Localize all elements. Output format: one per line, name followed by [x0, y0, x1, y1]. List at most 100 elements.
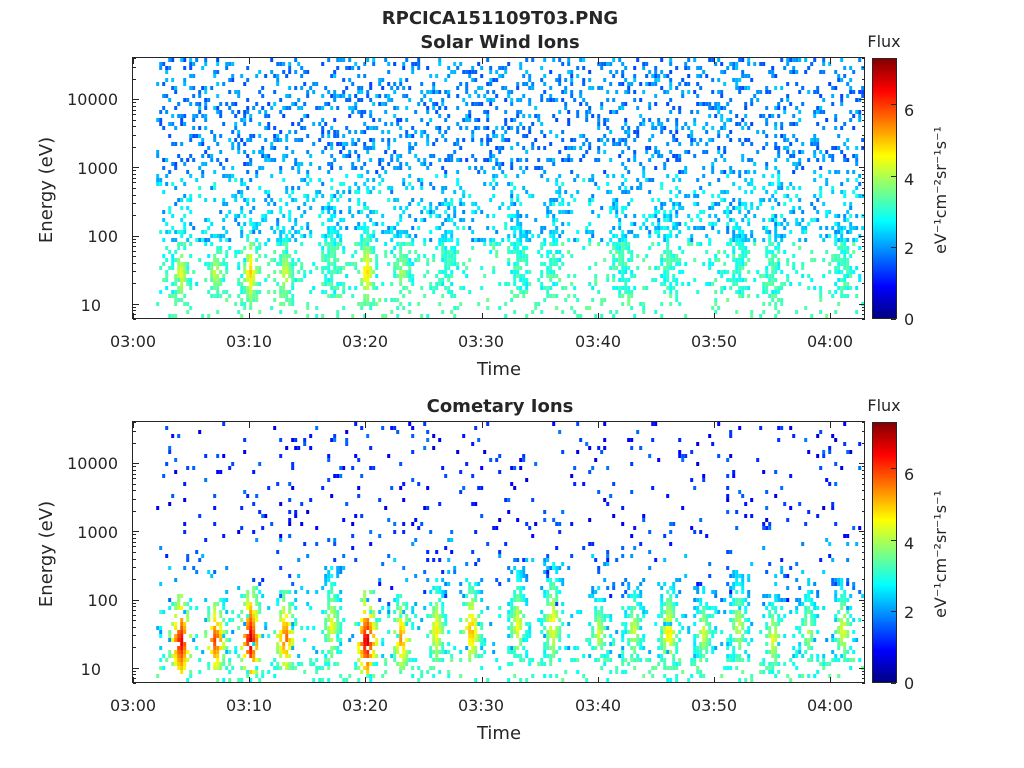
heatmap-cell [279, 206, 283, 210]
heatmap-cell [240, 230, 244, 234]
heatmap-cell [285, 238, 289, 242]
heatmap-cell [768, 294, 772, 298]
heatmap-cell [378, 118, 382, 122]
heatmap-cell [435, 274, 439, 278]
heatmap-cell [669, 258, 673, 262]
heatmap-cell [522, 258, 526, 262]
heatmap-cell [651, 134, 655, 138]
heatmap-cell [528, 102, 532, 106]
heatmap-cell [726, 278, 730, 282]
heatmap-cell [489, 154, 493, 158]
heatmap-cell [288, 266, 292, 270]
heatmap-cell [708, 182, 712, 186]
heatmap-cell [828, 262, 832, 266]
heatmap-cell [675, 126, 679, 130]
heatmap-cell [342, 90, 346, 94]
heatmap-cell [651, 126, 655, 130]
heatmap-cell [657, 230, 661, 234]
heatmap-cell [219, 614, 223, 618]
heatmap-cell [363, 626, 367, 630]
heatmap-cell [210, 274, 214, 278]
heatmap-cell [786, 150, 790, 154]
heatmap-cell [777, 170, 781, 174]
heatmap-cell [447, 230, 451, 234]
heatmap-cell [348, 106, 352, 110]
heatmap-cell [462, 226, 466, 230]
heatmap-cell [387, 262, 391, 266]
heatmap-cell [654, 206, 658, 210]
heatmap-cell [417, 666, 421, 670]
heatmap-cell [678, 154, 682, 158]
heatmap-cell [441, 186, 445, 190]
heatmap-cell [621, 250, 625, 254]
heatmap-cell [441, 658, 445, 662]
heatmap-cell [402, 262, 406, 266]
heatmap-cell [276, 598, 280, 602]
heatmap-cell [477, 582, 481, 586]
heatmap-cell [441, 102, 445, 106]
heatmap-cell [615, 266, 619, 270]
heatmap-cell [669, 266, 673, 270]
heatmap-cell [333, 266, 337, 270]
heatmap-cell [381, 102, 385, 106]
heatmap-cell [714, 258, 718, 262]
heatmap-cell [585, 138, 589, 142]
heatmap-cell [189, 254, 193, 258]
heatmap-cell [621, 174, 625, 178]
heatmap-cell [528, 194, 532, 198]
heatmap-cell [621, 162, 625, 166]
heatmap-cell [501, 162, 505, 166]
heatmap-cell [663, 166, 667, 170]
heatmap-cell [393, 246, 397, 250]
heatmap-cell [849, 222, 853, 226]
heatmap-cell [447, 674, 451, 678]
heatmap-cell [471, 70, 475, 74]
heatmap-cell [180, 142, 184, 146]
heatmap-cell [840, 150, 844, 154]
heatmap-cell [252, 106, 256, 110]
heatmap-cell [516, 114, 520, 118]
heatmap-cell [528, 230, 532, 234]
heatmap-cell [672, 274, 676, 278]
heatmap-cell [432, 650, 436, 654]
heatmap-cell [168, 446, 172, 450]
heatmap-cell [447, 286, 451, 290]
heatmap-cell [507, 234, 511, 238]
heatmap-cell [459, 674, 463, 678]
heatmap-cell [246, 674, 250, 678]
heatmap-cell [300, 74, 304, 78]
heatmap-cell [414, 142, 418, 146]
heatmap-cell [282, 642, 286, 646]
heatmap-cell [744, 102, 748, 106]
heatmap-cell [225, 630, 229, 634]
heatmap-cell [369, 98, 373, 102]
heatmap-cell [666, 90, 670, 94]
heatmap-cell [306, 314, 310, 318]
heatmap-cell [450, 270, 454, 274]
heatmap-cell [225, 238, 229, 242]
heatmap-cell [363, 222, 367, 226]
heatmap-cell [375, 626, 379, 630]
heatmap-cell [372, 102, 376, 106]
heatmap-cell [750, 182, 754, 186]
heatmap-cell [525, 286, 529, 290]
heatmap-cell [669, 218, 673, 222]
heatmap-cell [540, 122, 544, 126]
heatmap-cell [639, 302, 643, 306]
heatmap-cell [180, 254, 184, 258]
heatmap-cell [822, 110, 826, 114]
heatmap-cell [720, 126, 724, 130]
heatmap-cell [450, 234, 454, 238]
heatmap-cell [597, 122, 601, 126]
heatmap-cell [177, 598, 181, 602]
heatmap-cell [510, 166, 514, 170]
heatmap-cell [588, 230, 592, 234]
heatmap-cell [327, 658, 331, 662]
heatmap-cell [291, 602, 295, 606]
heatmap-cell [834, 290, 838, 294]
heatmap-cell [483, 158, 487, 162]
heatmap-cell [384, 170, 388, 174]
heatmap-cell [282, 598, 286, 602]
heatmap-cell [804, 58, 808, 62]
heatmap-cell [513, 202, 517, 206]
